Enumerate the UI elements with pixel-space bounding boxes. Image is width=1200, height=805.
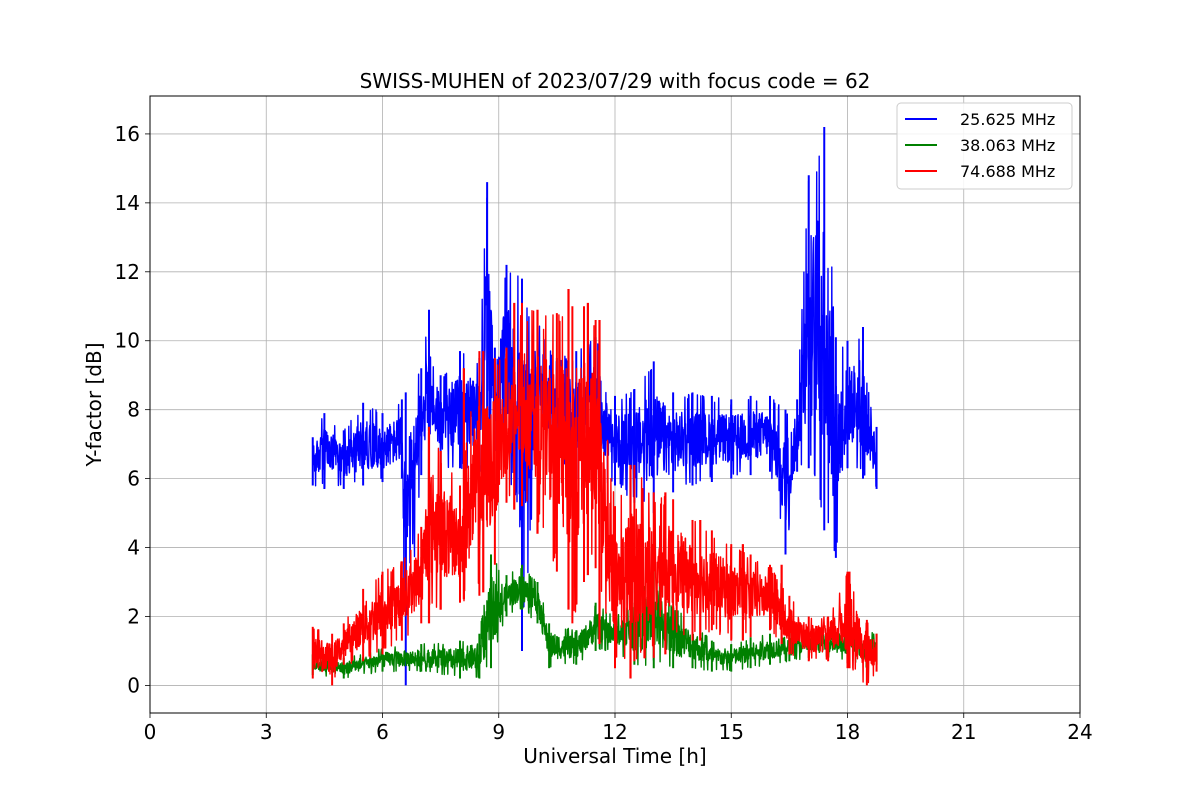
chart-title: SWISS-MUHEN of 2023/07/29 with focus cod… bbox=[360, 69, 871, 93]
legend: 25.625 MHz 38.063 MHz 74.688 MHz bbox=[896, 102, 1073, 190]
y-tick-label: 0 bbox=[127, 673, 140, 697]
x-tick-label: 24 bbox=[1067, 720, 1092, 744]
x-tick-label: 15 bbox=[719, 720, 744, 744]
y-tick-label: 14 bbox=[115, 191, 140, 215]
x-tick-label: 3 bbox=[260, 720, 273, 744]
y-tick-label: 2 bbox=[127, 604, 140, 628]
y-tick-label: 4 bbox=[127, 536, 140, 560]
x-tick-label: 0 bbox=[144, 720, 157, 744]
x-tick-label: 9 bbox=[492, 720, 505, 744]
x-tick-label: 21 bbox=[951, 720, 976, 744]
y-tick-label: 10 bbox=[115, 329, 140, 353]
y-tick-label: 12 bbox=[115, 260, 140, 284]
x-axis-label: Universal Time [h] bbox=[523, 744, 706, 768]
y-tick-label: 6 bbox=[127, 467, 140, 491]
legend-label: 74.688 MHz bbox=[960, 162, 1055, 181]
x-tick-label: 18 bbox=[835, 720, 860, 744]
series-3 bbox=[311, 289, 878, 686]
x-tick-label: 6 bbox=[376, 720, 389, 744]
y-tick-label: 16 bbox=[115, 122, 140, 146]
legend-box bbox=[896, 102, 1073, 190]
y-axis-label: Y-factor [dB] bbox=[82, 342, 106, 467]
plot-series bbox=[311, 127, 878, 686]
y-tick-label: 8 bbox=[127, 398, 140, 422]
legend-label: 25.625 MHz bbox=[960, 110, 1055, 129]
legend-label: 38.063 MHz bbox=[960, 136, 1055, 155]
x-tick-label: 12 bbox=[602, 720, 627, 744]
